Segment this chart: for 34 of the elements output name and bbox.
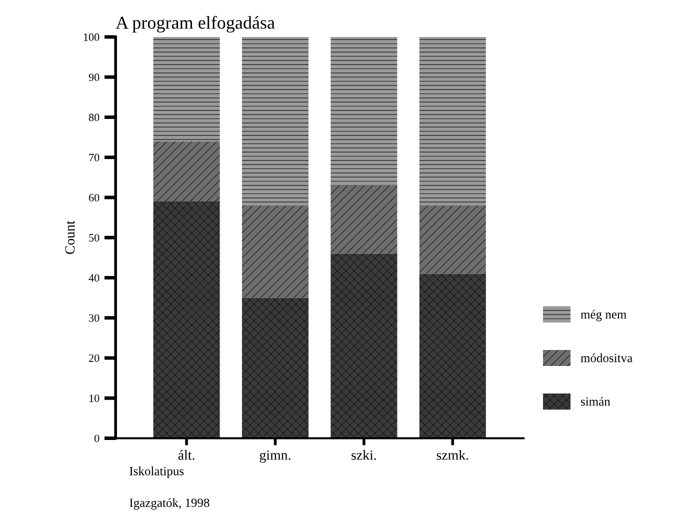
- bar: [153, 201, 220, 438]
- bar: [419, 36, 486, 206]
- x-tick-label: szki.: [352, 450, 376, 460]
- y-tick-label: 70: [89, 154, 100, 162]
- bar: [242, 206, 309, 298]
- x-tick-label: gimn.: [260, 450, 290, 463]
- bar: [330, 36, 398, 186]
- chart-title: A program elfogadása: [116, 16, 275, 33]
- bar: [419, 274, 486, 438]
- y-tick-label: 80: [88, 114, 100, 122]
- text: Igazgatók, 1998: [130, 498, 210, 510]
- x-tick-label: szmk.: [436, 450, 468, 460]
- legend-label: módositva: [580, 353, 632, 362]
- y-tick-label: 90: [88, 74, 100, 82]
- x-tick-label: ált.: [178, 450, 194, 460]
- legend-label: még nem: [580, 310, 626, 322]
- y-tick-label: 60: [88, 194, 100, 202]
- y-tick-label: 0: [94, 434, 100, 442]
- x-axis-title: Iskolatipus: [130, 466, 184, 478]
- bar: [330, 185, 398, 254]
- bar: [242, 298, 309, 438]
- legend-label: simán: [581, 396, 610, 406]
- y-tick-label: 30: [89, 314, 100, 322]
- y-tick-label: 40: [88, 274, 100, 282]
- y-tick-label: 10: [89, 394, 100, 402]
- bar: [153, 141, 220, 202]
- bar: [242, 36, 309, 206]
- y-tick-label: 20: [89, 354, 100, 362]
- y-tick-label: 50: [89, 234, 100, 242]
- bar: [330, 254, 398, 438]
- y-axis-title: Count: [65, 220, 75, 254]
- bar: [153, 36, 220, 142]
- y-tick-label: 100: [84, 33, 100, 41]
- bar: [419, 206, 486, 274]
